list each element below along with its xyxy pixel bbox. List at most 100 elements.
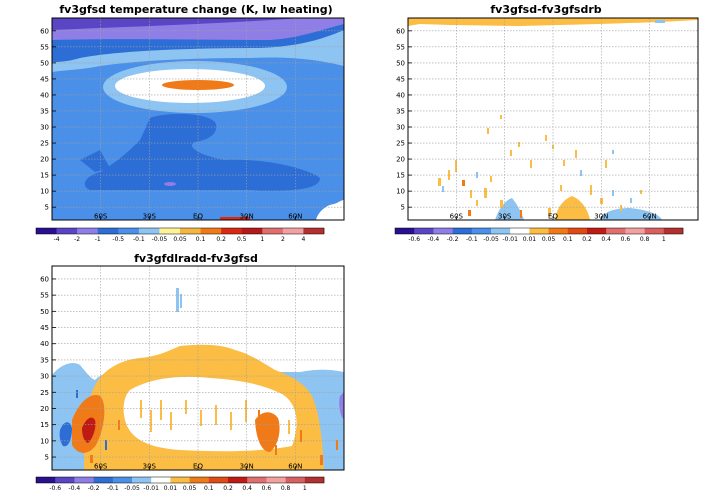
panel-3-grid xyxy=(52,266,344,470)
p2speck-cell xyxy=(438,178,441,186)
p3-colorbar-label: -0.01 xyxy=(143,485,159,492)
p2-colorbar-label: 1 xyxy=(662,236,666,243)
p2-ytick-label: 50 xyxy=(396,59,405,67)
p3speck-cell xyxy=(230,412,232,430)
p3speck-cell xyxy=(70,400,72,410)
p3speck-cell xyxy=(215,405,217,425)
panel-3-x-ticks: 60S 30S EQ 30N 60N xyxy=(94,463,302,471)
p2speck-cell xyxy=(620,205,622,211)
p1-colorbar-swatch xyxy=(221,228,243,234)
p3-colorbar-label: -0.05 xyxy=(124,485,140,492)
panel-1-colorbar: -4 -2 -1 -0.5 -0.1 -0.05 0.05 0.1 0.2 0.5 1 2 4 xyxy=(35,227,325,243)
panel-1-lower-dark-patch xyxy=(84,113,320,191)
p1-ytick-label: 60 xyxy=(40,27,49,35)
p3-colorbar-swatch xyxy=(36,477,56,483)
p2-colorbar-swatch xyxy=(644,228,665,234)
p3speck-cell xyxy=(110,405,112,419)
p2speck-cell xyxy=(605,160,607,168)
p1-ytick-label: 30 xyxy=(40,124,49,132)
p3-colorbar-swatch xyxy=(247,477,267,483)
p2-ytick-label: 5 xyxy=(401,204,405,212)
p2speck-cell xyxy=(470,190,472,198)
p2-xtick-label: 60S xyxy=(450,213,464,221)
p3speck-cell xyxy=(336,440,338,450)
p1-colorbar-label: -0.1 xyxy=(133,236,145,243)
p1-colorbar-swatch xyxy=(159,228,181,234)
p1-ytick-label: 20 xyxy=(40,156,49,164)
p1-colorbar-label: 0.1 xyxy=(196,236,206,243)
p1-colorbar-swatch xyxy=(303,228,325,234)
p3-colorbar-swatch xyxy=(266,477,286,483)
p1-xtick-label: 30S xyxy=(143,213,157,221)
p3-colorbar-label: -0.6 xyxy=(49,485,61,492)
p2speck-cell xyxy=(612,190,614,196)
p3-ytick-label: 35 xyxy=(40,356,49,364)
p2-colorbar-swatch xyxy=(491,228,511,234)
p2speck-cell xyxy=(640,190,642,194)
p1-ytick-label: 5 xyxy=(45,204,49,212)
panel-2-bottom-blue-left xyxy=(495,198,524,220)
p2-colorbar-label: 0.01 xyxy=(523,236,537,243)
p3-xtick-label: EQ xyxy=(193,463,203,471)
p3-ytick-label: 25 xyxy=(40,389,49,397)
p2speck-cell xyxy=(462,180,465,186)
panel-2-title: fv3gfsd-fv3gfsdrb xyxy=(490,3,601,16)
p3-colorbar-label: 0.6 xyxy=(262,485,272,492)
p3speck-cell xyxy=(105,440,107,450)
panel-3-high-speck-2 xyxy=(180,294,182,308)
p3-colorbar-label: 0.8 xyxy=(281,485,291,492)
p3-ytick-label: 55 xyxy=(40,292,49,300)
p3speck-cell xyxy=(140,400,142,418)
panel-1-y-ticks: 5 10 15 20 25 30 35 40 45 50 55 60 xyxy=(40,27,56,212)
p2-ytick-label: 45 xyxy=(396,75,405,83)
p1-colorbar-swatch xyxy=(180,228,201,234)
p1-colorbar-label: -2 xyxy=(74,236,80,243)
p1-ytick-label: 55 xyxy=(40,43,49,51)
p3-xtick-label: 30S xyxy=(143,463,157,471)
p1-colorbar-swatch xyxy=(241,228,263,234)
p2-colorbar-swatch xyxy=(395,228,415,234)
p3-colorbar-swatch xyxy=(228,477,248,483)
p3speck-cell xyxy=(312,440,314,450)
p2-colorbar-swatch xyxy=(433,228,453,234)
p2-colorbar-label: 0.8 xyxy=(640,236,650,243)
p1-xtick-label: 60N xyxy=(288,213,302,221)
p3speck-cell xyxy=(320,455,323,465)
p2-colorbar-label: -0.6 xyxy=(408,236,420,243)
p3-ytick-label: 40 xyxy=(40,340,49,348)
p1-xtick-label: EQ xyxy=(193,213,203,221)
p3speck-cell xyxy=(160,400,162,420)
p3-colorbar-frame xyxy=(35,476,325,484)
panel-3-y-ticks: 5 10 15 20 25 30 35 40 45 50 55 60 xyxy=(40,275,56,462)
p3-colorbar-swatch xyxy=(132,477,152,483)
p3speck-cell xyxy=(100,410,102,422)
p2-colorbar-label: -0.2 xyxy=(447,236,459,243)
panel-2-scattered-cells xyxy=(438,115,642,218)
p3-colorbar-swatch xyxy=(208,477,229,483)
p2-ytick-label: 40 xyxy=(396,91,405,99)
p1-colorbar-label: 4 xyxy=(302,236,306,243)
p2-colorbar-swatch xyxy=(663,228,684,234)
p3-colorbar-label: -0.2 xyxy=(88,485,100,492)
panel-3-darkred-left xyxy=(82,417,96,443)
p2-colorbar-swatch xyxy=(471,228,492,234)
panel-1-violet-speck xyxy=(164,182,176,186)
p3speck-cell xyxy=(118,420,120,430)
p2-colorbar-swatch xyxy=(625,228,645,234)
p3-ytick-label: 45 xyxy=(40,324,49,332)
p1-colorbar-swatch xyxy=(56,228,78,234)
p1-ytick-label: 25 xyxy=(40,140,49,148)
p1-ytick-label: 50 xyxy=(40,59,49,67)
p1-colorbar-swatch xyxy=(118,228,140,234)
p2speck-cell xyxy=(590,185,592,195)
p2-xtick-label: 30S xyxy=(498,213,512,221)
panel-1-grid xyxy=(52,18,344,220)
panel-3-scattered-cells xyxy=(70,390,338,465)
p2-ytick-label: 35 xyxy=(396,107,405,115)
p3-colorbar-label: 0.05 xyxy=(183,485,197,492)
p2-ytick-label: 10 xyxy=(396,188,405,196)
p3-colorbar-swatch xyxy=(189,477,210,483)
p1-colorbar-label: 0.5 xyxy=(237,236,247,243)
p3speck-cell xyxy=(150,410,152,432)
